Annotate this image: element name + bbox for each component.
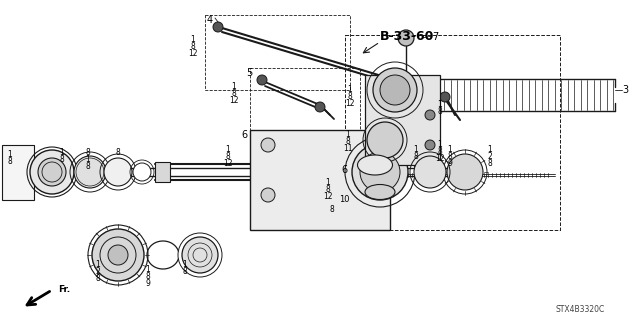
Text: 3: 3 [622,85,628,95]
Circle shape [30,150,74,194]
Text: 8: 8 [86,162,90,171]
Bar [2,145,34,200]
Text: 8: 8 [116,148,120,157]
Text: 8: 8 [182,267,188,276]
Text: 8: 8 [191,42,195,51]
Circle shape [360,152,400,192]
Text: 8: 8 [226,152,230,161]
Text: 8: 8 [346,137,350,146]
Circle shape [104,158,132,186]
Text: B-33-60: B-33-60 [380,30,435,43]
Circle shape [133,163,151,181]
Circle shape [257,75,267,85]
Text: STX4B3320C: STX4B3320C [555,305,604,314]
Text: 8: 8 [447,152,452,161]
Circle shape [373,68,417,112]
Circle shape [440,92,450,102]
Text: 4: 4 [207,15,213,25]
Text: 8: 8 [326,185,330,194]
Text: 1: 1 [60,148,65,157]
Text: 8: 8 [146,272,150,281]
Circle shape [92,229,144,281]
Text: 2: 2 [488,152,492,161]
Text: 1: 1 [182,260,188,269]
Text: 1: 1 [95,260,100,269]
Text: 8: 8 [438,147,442,156]
Bar [155,162,170,182]
Text: 12: 12 [345,99,355,108]
Text: 6: 6 [342,165,348,175]
Text: 11: 11 [343,144,353,153]
Circle shape [261,188,275,202]
Text: 1: 1 [438,100,442,109]
Bar [250,130,390,230]
Text: 12: 12 [229,96,239,105]
Text: 12: 12 [435,154,445,163]
Text: 5: 5 [246,68,252,78]
Circle shape [352,144,408,200]
Circle shape [38,158,66,186]
Text: 1: 1 [191,35,195,44]
Circle shape [213,22,223,32]
Text: Fr.: Fr. [58,285,70,294]
Text: 1: 1 [413,145,419,154]
Circle shape [261,138,275,152]
Text: 8: 8 [60,155,65,164]
Circle shape [414,156,446,188]
Text: 1: 1 [488,145,492,154]
Bar [205,15,350,90]
Ellipse shape [365,184,395,199]
Circle shape [315,102,325,112]
Text: 8: 8 [413,152,419,161]
Text: 1: 1 [326,178,330,187]
Text: 1: 1 [348,85,353,94]
Bar [365,75,440,165]
Text: 12: 12 [323,192,333,201]
Text: 1: 1 [146,265,150,274]
Text: 8: 8 [330,205,334,214]
Text: 1: 1 [8,150,12,159]
Text: 1: 1 [438,140,442,149]
Text: 8: 8 [438,107,442,116]
Text: 8: 8 [488,159,492,168]
Text: 12: 12 [223,159,233,168]
Text: 10: 10 [339,195,350,204]
Text: 8: 8 [348,92,353,101]
Text: 9: 9 [145,279,150,288]
Text: 8: 8 [232,89,236,98]
Circle shape [108,245,128,265]
Text: 6: 6 [242,130,248,140]
Bar [250,68,360,133]
Circle shape [74,156,106,188]
Text: 1: 1 [447,145,452,154]
Text: 7: 7 [432,32,438,42]
Text: 1: 1 [226,145,230,154]
Text: 8: 8 [95,274,100,283]
Text: 1: 1 [86,155,90,164]
Text: 2: 2 [95,267,100,276]
Circle shape [367,122,403,158]
Circle shape [398,30,414,46]
Bar [345,35,560,230]
Text: 1: 1 [346,130,350,139]
Ellipse shape [358,155,392,175]
Circle shape [425,110,435,120]
Circle shape [425,140,435,150]
Text: 1: 1 [232,82,236,91]
Circle shape [447,154,483,190]
Circle shape [380,75,410,105]
Text: 12: 12 [188,49,198,58]
Text: 8: 8 [86,148,90,157]
Text: 8: 8 [8,157,12,166]
Circle shape [182,237,218,273]
Text: 9: 9 [447,159,452,168]
